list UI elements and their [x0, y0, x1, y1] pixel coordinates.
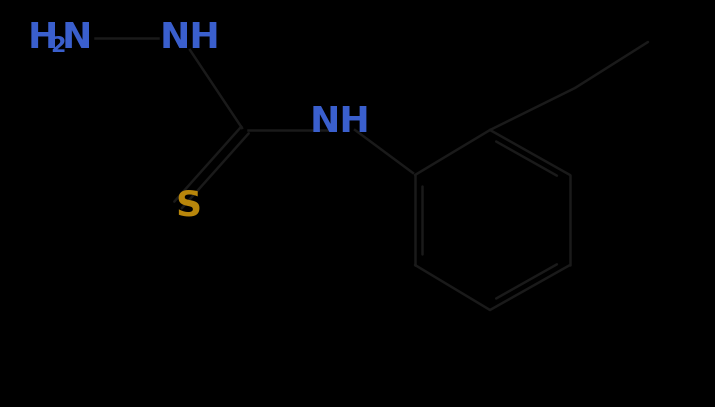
Text: 2: 2 — [50, 36, 65, 56]
Text: NH: NH — [310, 105, 371, 139]
Text: H: H — [28, 21, 59, 55]
Text: NH: NH — [160, 21, 221, 55]
Text: N: N — [62, 21, 92, 55]
Text: S: S — [175, 188, 201, 222]
